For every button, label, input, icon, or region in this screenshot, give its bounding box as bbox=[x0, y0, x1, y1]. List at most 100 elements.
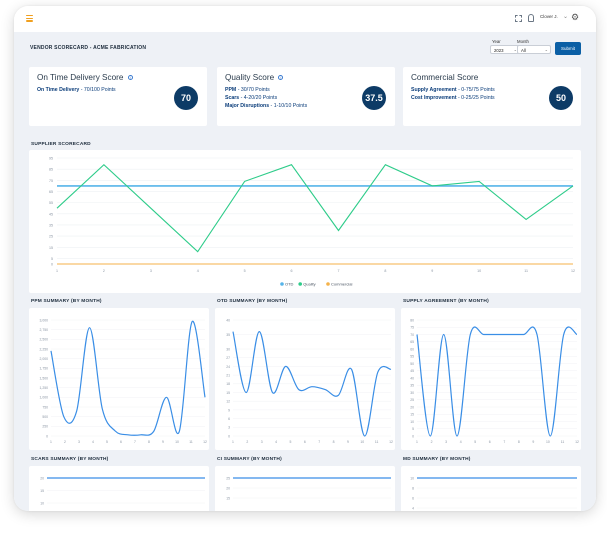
info-icon[interactable]: i bbox=[127, 75, 133, 80]
score-badge: 50 bbox=[549, 86, 573, 110]
series-line-quality bbox=[56, 163, 574, 253]
x-tick-label: 10 bbox=[477, 269, 481, 273]
commercial-score-card: Commercial Score Supply Agreement - 0-75… bbox=[403, 67, 581, 126]
y-tick-label: 10 bbox=[410, 420, 414, 424]
y-tick-label: 21 bbox=[226, 374, 230, 378]
x-tick-label: 7 bbox=[503, 440, 505, 444]
ci-summary-panel: 25 20 15 bbox=[215, 466, 395, 511]
x-tick-label: 8 bbox=[384, 269, 386, 273]
x-tick-label: 2 bbox=[246, 440, 248, 444]
md-summary-title: MD SUMMARY (BY MONTH) bbox=[403, 457, 471, 462]
y-tick-label: 3,000 bbox=[40, 318, 49, 322]
y-tick-label: 1,750 bbox=[40, 367, 49, 371]
year-select[interactable]: 2023 ⌄ bbox=[490, 45, 520, 54]
y-tick-label: 25 bbox=[410, 398, 414, 402]
x-tick-label: 9 bbox=[532, 440, 534, 444]
supply-agreement-panel: 0 5 10 15 20 25 30 35 40 45 50 55 60 65 70 75 80 1 2 3 4 5 6 7 8… bbox=[401, 308, 581, 450]
submit-button[interactable]: Submit bbox=[555, 42, 581, 55]
y-tick-label: 500 bbox=[42, 415, 48, 419]
y-tick-label: 27 bbox=[226, 356, 230, 360]
y-tick-label: 20 bbox=[226, 486, 230, 490]
info-icon[interactable]: i bbox=[278, 75, 284, 80]
user-name[interactable]: Clover J. bbox=[540, 14, 558, 19]
x-tick-label: 12 bbox=[203, 440, 207, 444]
hamburger-menu-icon[interactable] bbox=[26, 15, 33, 22]
y-tick-label: 8 bbox=[412, 486, 414, 490]
y-tick-label: 250 bbox=[42, 425, 48, 429]
legend-marker bbox=[326, 282, 330, 286]
notification-icon[interactable] bbox=[528, 14, 534, 22]
x-tick-label: 11 bbox=[375, 440, 379, 444]
x-tick-label: 10 bbox=[360, 440, 364, 444]
y-tick-label: 2,000 bbox=[40, 357, 49, 361]
y-tick-label: 5 bbox=[412, 427, 414, 431]
x-tick-label: 4 bbox=[197, 269, 199, 273]
y-tick-label: 80 bbox=[410, 318, 414, 322]
x-tick-label: 1 bbox=[50, 440, 52, 444]
x-tick-label: 2 bbox=[103, 269, 105, 273]
y-tick-label: 95 bbox=[49, 157, 53, 161]
x-tick-label: 4 bbox=[460, 440, 462, 444]
x-tick-label: 7 bbox=[134, 440, 136, 444]
y-tick-label: 2,750 bbox=[40, 328, 49, 332]
x-tick-label: 9 bbox=[347, 440, 349, 444]
card-title-text: Quality Score bbox=[225, 73, 275, 82]
x-tick-label: 7 bbox=[318, 440, 320, 444]
y-tick-label: 35 bbox=[410, 384, 414, 388]
x-tick-label: 11 bbox=[561, 440, 565, 444]
chevron-down-icon: ⌄ bbox=[544, 47, 548, 52]
ci-summary-title: CI SUMMARY (BY MONTH) bbox=[217, 457, 282, 462]
ppm-summary-title: PPM SUMMARY (BY MONTH) bbox=[31, 299, 102, 304]
y-tick-label: 1,250 bbox=[40, 386, 49, 390]
month-label: Month bbox=[517, 39, 529, 44]
supplier-scorecard-panel: 0 5 15 25 35 45 55 65 75 85 95 1 2 3 4 5 6 7 8 9 10 11 12 OTD Qu… bbox=[29, 150, 581, 293]
y-tick-label: 0 bbox=[412, 434, 414, 438]
chevron-down-icon[interactable]: ⌄ bbox=[563, 14, 569, 20]
score-badge: 37.5 bbox=[362, 86, 386, 110]
y-tick-label: 15 bbox=[226, 391, 230, 395]
ci-summary-chart: 25 20 15 bbox=[226, 476, 391, 500]
otd-summary-title: OTD SUMMARY (BY MONTH) bbox=[217, 299, 288, 304]
ppm-summary-panel: 0 250 500 750 1,000 1,250 1,500 1,750 2,000 2,250… bbox=[29, 308, 209, 450]
y-tick-label: 75 bbox=[410, 326, 414, 330]
y-tick-label: 1,000 bbox=[40, 396, 49, 400]
y-tick-label: 24 bbox=[226, 365, 230, 369]
x-tick-label: 4 bbox=[275, 440, 277, 444]
x-tick-label: 2 bbox=[64, 440, 66, 444]
fullscreen-icon[interactable] bbox=[515, 15, 522, 22]
y-tick-label: 35 bbox=[226, 333, 230, 337]
x-tick-label: 12 bbox=[575, 440, 579, 444]
supplier-scorecard-title: SUPPLIER SCORECARD bbox=[31, 142, 91, 147]
chevron-down-icon: ⌄ bbox=[513, 47, 517, 52]
card-line: Supply Agreement - 0-75/75 Points bbox=[411, 87, 495, 93]
y-tick-label: 18 bbox=[226, 382, 230, 386]
y-tick-label: 4 bbox=[412, 506, 414, 510]
month-select[interactable]: All ⌄ bbox=[517, 45, 551, 54]
otd-summary-panel: 0 3 6 9 12 15 18 21 24 27 30 35 40 1 2 3 4 5 6 7 8 9 10 11 12 bbox=[215, 308, 395, 450]
legend-marker bbox=[298, 282, 303, 286]
x-tick-label: 5 bbox=[474, 440, 476, 444]
card-title: Commercial Score bbox=[411, 73, 478, 82]
x-tick-label: 10 bbox=[175, 440, 179, 444]
y-tick-label: 15 bbox=[226, 496, 230, 500]
x-tick-label: 6 bbox=[489, 440, 491, 444]
y-tick-label: 0 bbox=[228, 434, 230, 438]
line-label: Scars bbox=[225, 95, 240, 101]
x-tick-label: 11 bbox=[189, 440, 193, 444]
scars-summary-panel: 20 15 10 bbox=[29, 466, 209, 511]
scars-summary-title: SCARS SUMMARY (BY MONTH) bbox=[31, 457, 109, 462]
y-tick-label: 10 bbox=[40, 501, 44, 505]
otd-score-card: On Time Delivery Score i On Time Deliver… bbox=[29, 67, 207, 126]
settings-gear-icon[interactable]: ⚙ bbox=[571, 12, 580, 22]
card-title-text: Commercial Score bbox=[411, 73, 479, 82]
summary-series-line bbox=[416, 326, 578, 437]
card-title: On Time Delivery Score i bbox=[37, 73, 133, 82]
x-tick-label: 9 bbox=[162, 440, 164, 444]
x-tick-label: 9 bbox=[431, 269, 433, 273]
y-tick-label: 60 bbox=[410, 347, 414, 351]
x-tick-label: 3 bbox=[150, 269, 152, 273]
y-tick-label: 20 bbox=[40, 476, 44, 480]
card-lines: Supply Agreement - 0-75/75 Points Cost I… bbox=[411, 86, 495, 102]
legend-marker bbox=[280, 282, 284, 286]
